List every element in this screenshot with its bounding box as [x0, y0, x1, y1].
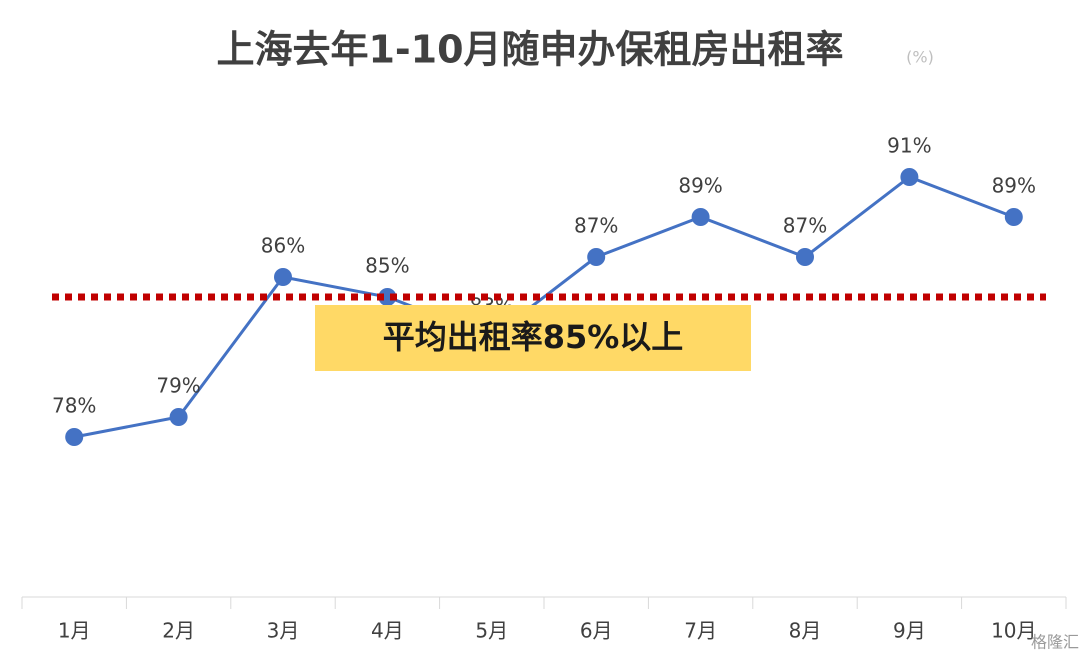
data-point: [691, 208, 710, 226]
data-point: [1004, 208, 1023, 226]
x-tick-label: 8月: [789, 619, 822, 643]
x-tick-label: 9月: [893, 619, 926, 643]
data-label: 78%: [52, 394, 96, 418]
x-tick-label: 6月: [580, 619, 613, 643]
data-label: 89%: [992, 174, 1036, 198]
data-point: [900, 168, 919, 186]
x-tick-label: 10月: [991, 619, 1036, 643]
data-point: [378, 288, 397, 306]
annotation-text: 平均出租率85%以上: [383, 318, 684, 356]
data-point: [169, 408, 188, 426]
annotation-box: [315, 305, 751, 371]
data-label: 87%: [783, 214, 827, 238]
data-point: [65, 428, 84, 446]
x-tick-label: 7月: [684, 619, 717, 643]
data-point: [796, 248, 814, 266]
data-label: 79%: [156, 374, 200, 398]
watermark: 格隆汇: [1031, 633, 1079, 652]
data-label: 91%: [887, 134, 931, 158]
x-tick-label: 5月: [475, 619, 508, 643]
data-point: [587, 248, 606, 266]
data-point: [274, 268, 292, 286]
x-tick-label: 4月: [371, 619, 404, 643]
x-tick-label: 3月: [267, 619, 300, 643]
data-label: 86%: [261, 234, 305, 258]
unit-label: (%): [906, 48, 934, 67]
data-label: 85%: [365, 254, 409, 278]
data-line: [73, 175, 1015, 439]
x-tick-label: 1月: [58, 619, 91, 643]
x-tick-label: 2月: [162, 619, 195, 643]
chart-title: 上海去年1-10月随申办保租房出租率: [216, 28, 843, 72]
data-label: 87%: [574, 214, 618, 238]
data-label: 89%: [678, 174, 722, 198]
